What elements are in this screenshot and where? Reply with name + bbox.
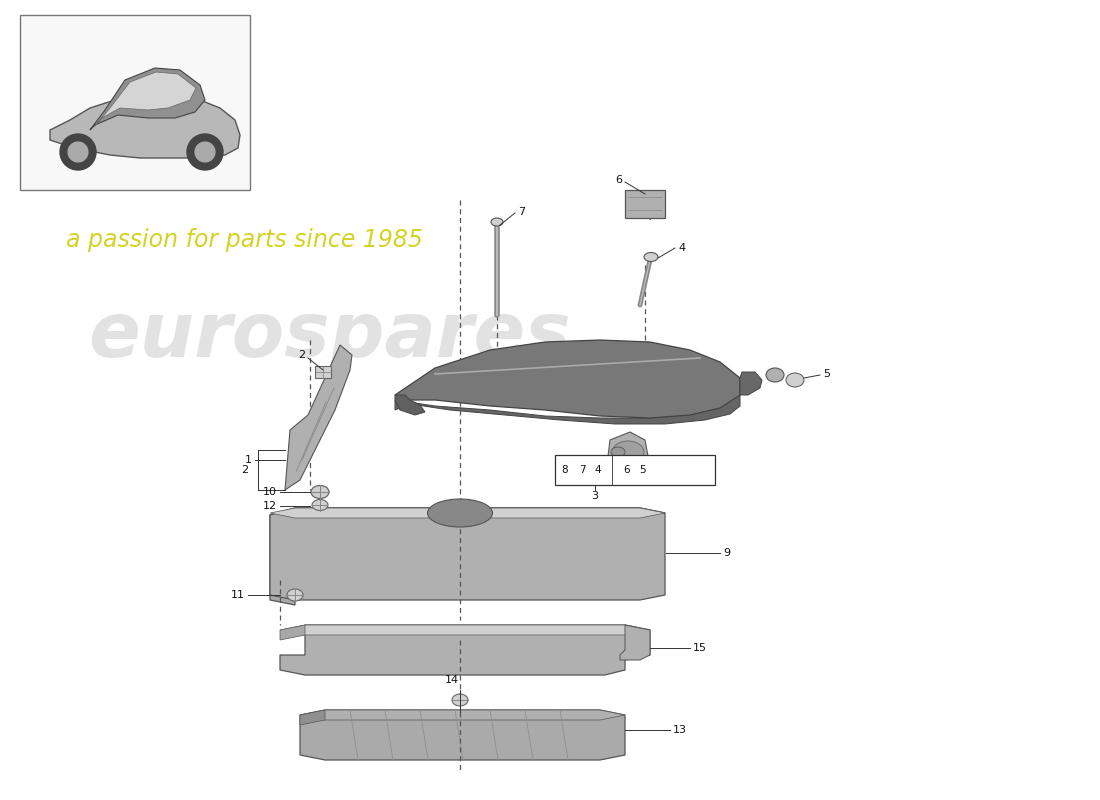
Polygon shape xyxy=(90,68,205,130)
Bar xyxy=(556,455,715,485)
Text: 6: 6 xyxy=(615,175,622,185)
Ellipse shape xyxy=(311,486,329,498)
Text: 8: 8 xyxy=(562,465,569,475)
Polygon shape xyxy=(608,432,648,468)
Text: 2: 2 xyxy=(241,465,248,475)
Text: 7: 7 xyxy=(579,465,585,475)
Text: 4: 4 xyxy=(678,243,685,253)
Circle shape xyxy=(187,134,223,170)
Text: 12: 12 xyxy=(263,501,277,511)
Polygon shape xyxy=(300,710,625,760)
Polygon shape xyxy=(280,625,650,675)
Polygon shape xyxy=(300,710,625,720)
Polygon shape xyxy=(620,625,650,660)
Polygon shape xyxy=(395,340,740,418)
Text: eurospares: eurospares xyxy=(88,299,571,373)
Ellipse shape xyxy=(766,368,784,382)
Circle shape xyxy=(195,142,214,162)
Text: 15: 15 xyxy=(693,643,707,653)
Ellipse shape xyxy=(312,499,328,510)
Text: 14: 14 xyxy=(444,675,459,685)
Text: 2: 2 xyxy=(298,350,305,360)
Ellipse shape xyxy=(287,589,303,601)
Ellipse shape xyxy=(610,447,625,457)
Polygon shape xyxy=(270,515,295,605)
Bar xyxy=(315,366,331,378)
Ellipse shape xyxy=(428,499,493,527)
Polygon shape xyxy=(300,710,324,725)
Text: a passion for parts since 1985: a passion for parts since 1985 xyxy=(66,228,422,252)
Ellipse shape xyxy=(612,441,643,463)
Text: 5: 5 xyxy=(639,465,646,475)
Text: 1: 1 xyxy=(245,455,252,465)
Text: 13: 13 xyxy=(673,725,688,735)
Polygon shape xyxy=(285,345,352,490)
Polygon shape xyxy=(395,395,425,415)
Ellipse shape xyxy=(491,218,503,226)
Text: 3: 3 xyxy=(592,491,598,501)
Polygon shape xyxy=(740,372,762,395)
Polygon shape xyxy=(280,625,305,640)
Text: 11: 11 xyxy=(231,590,245,600)
Text: 4: 4 xyxy=(595,465,602,475)
Polygon shape xyxy=(270,508,666,600)
Text: 5: 5 xyxy=(823,369,830,379)
Polygon shape xyxy=(50,96,240,158)
Polygon shape xyxy=(280,625,650,635)
Bar xyxy=(20,15,250,190)
Polygon shape xyxy=(270,508,666,518)
Ellipse shape xyxy=(452,694,468,706)
Polygon shape xyxy=(95,72,196,126)
Bar xyxy=(625,190,666,218)
Text: 7: 7 xyxy=(518,207,525,217)
Ellipse shape xyxy=(644,253,658,262)
Ellipse shape xyxy=(786,373,804,387)
Text: 9: 9 xyxy=(723,548,730,558)
Polygon shape xyxy=(270,508,666,520)
Text: 10: 10 xyxy=(263,487,277,497)
Circle shape xyxy=(60,134,96,170)
Circle shape xyxy=(68,142,88,162)
Polygon shape xyxy=(395,395,740,424)
Text: 6: 6 xyxy=(624,465,630,475)
